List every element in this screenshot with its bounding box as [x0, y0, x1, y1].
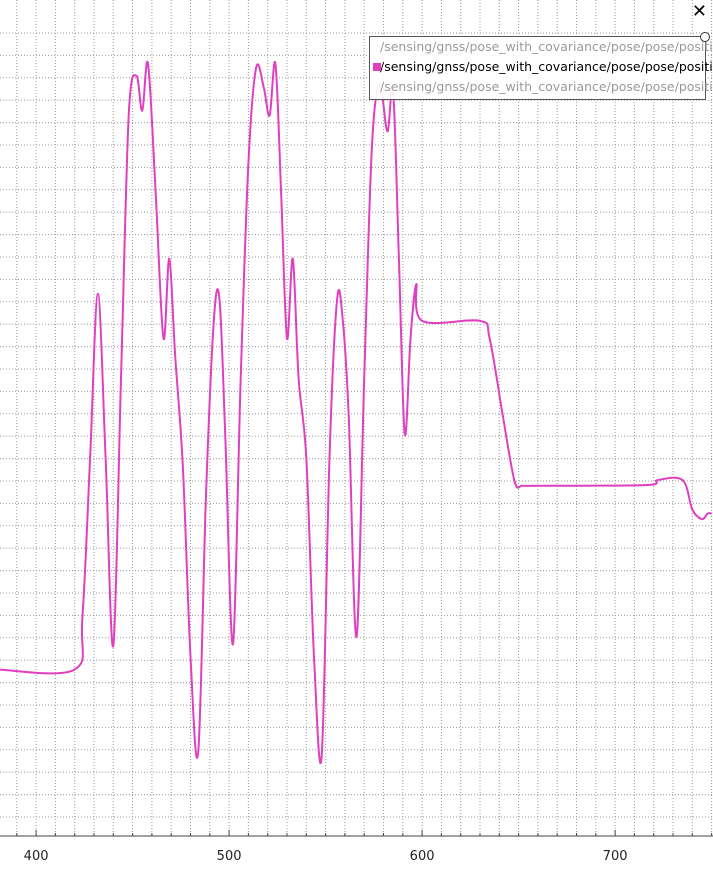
- x-tick-label: 700: [603, 849, 628, 864]
- legend-item-position-y[interactable]: /sensing/gnss/pose_with_covariance/pose/…: [370, 57, 713, 77]
- x-tick-label: 600: [410, 849, 435, 864]
- legend-label: /sensing/gnss/pose_with_covariance/pose/…: [380, 39, 713, 54]
- legend-label: /sensing/gnss/pose_with_covariance/pose/…: [380, 59, 713, 74]
- grid-layer: [0, 0, 713, 836]
- legend-swatch: [373, 63, 381, 71]
- series-line-position-y: [0, 60, 712, 765]
- legend-label: /sensing/gnss/pose_with_covariance/pose/…: [380, 79, 713, 94]
- x-axis: 400 500 600 700: [0, 830, 713, 864]
- legend-item-position-x[interactable]: /sensing/gnss/pose_with_covariance/pose/…: [370, 37, 713, 57]
- legend-resize-handle[interactable]: [700, 32, 710, 42]
- close-icon[interactable]: ✕: [691, 1, 707, 22]
- x-tick-label: 500: [217, 849, 242, 864]
- legend-item-position-z[interactable]: /sensing/gnss/pose_with_covariance/pose/…: [370, 77, 713, 97]
- legend[interactable]: /sensing/gnss/pose_with_covariance/pose/…: [369, 32, 713, 100]
- series-layer: [0, 60, 712, 765]
- x-tick-label: 400: [24, 849, 49, 864]
